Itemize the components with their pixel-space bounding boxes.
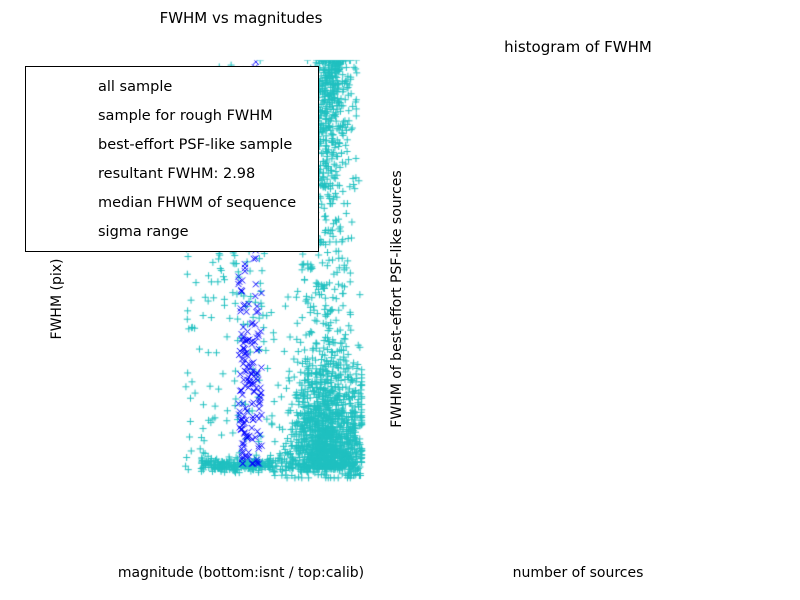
legend-label: all sample (98, 78, 173, 95)
left-xlabel: magnitude (bottom:isnt / top:calib) (117, 565, 365, 581)
legend-item-sigma-range: sigma range (26, 217, 318, 246)
right-xlabel: number of sources (512, 565, 644, 581)
legend-item-psf-sample: best-effort PSF-like sample (26, 130, 318, 159)
left-ylabel: FWHM (pix) (49, 258, 65, 340)
left-chart-title: FWHM vs magnitudes (159, 9, 323, 27)
legend-item-all-sample: all sample (26, 72, 318, 101)
legend: all sample sample for rough FWHM best-ef… (25, 66, 319, 252)
legend-label: resultant FWHM: 2.98 (98, 165, 256, 182)
legend-item-rough-fwhm: sample for rough FWHM (26, 101, 318, 130)
right-ylabel: FWHM of best-effort PSF-like sources (389, 170, 405, 428)
right-chart-title: histogram of FWHM (504, 38, 652, 56)
legend-item-resultant-fwhm: resultant FWHM: 2.98 (26, 159, 318, 188)
legend-label: sample for rough FWHM (98, 107, 273, 124)
legend-item-median-fwhm: median FHWM of sequence (26, 188, 318, 217)
legend-label: best-effort PSF-like sample (98, 136, 293, 153)
legend-label: median FHWM of sequence (98, 194, 297, 211)
legend-label: sigma range (98, 223, 189, 240)
